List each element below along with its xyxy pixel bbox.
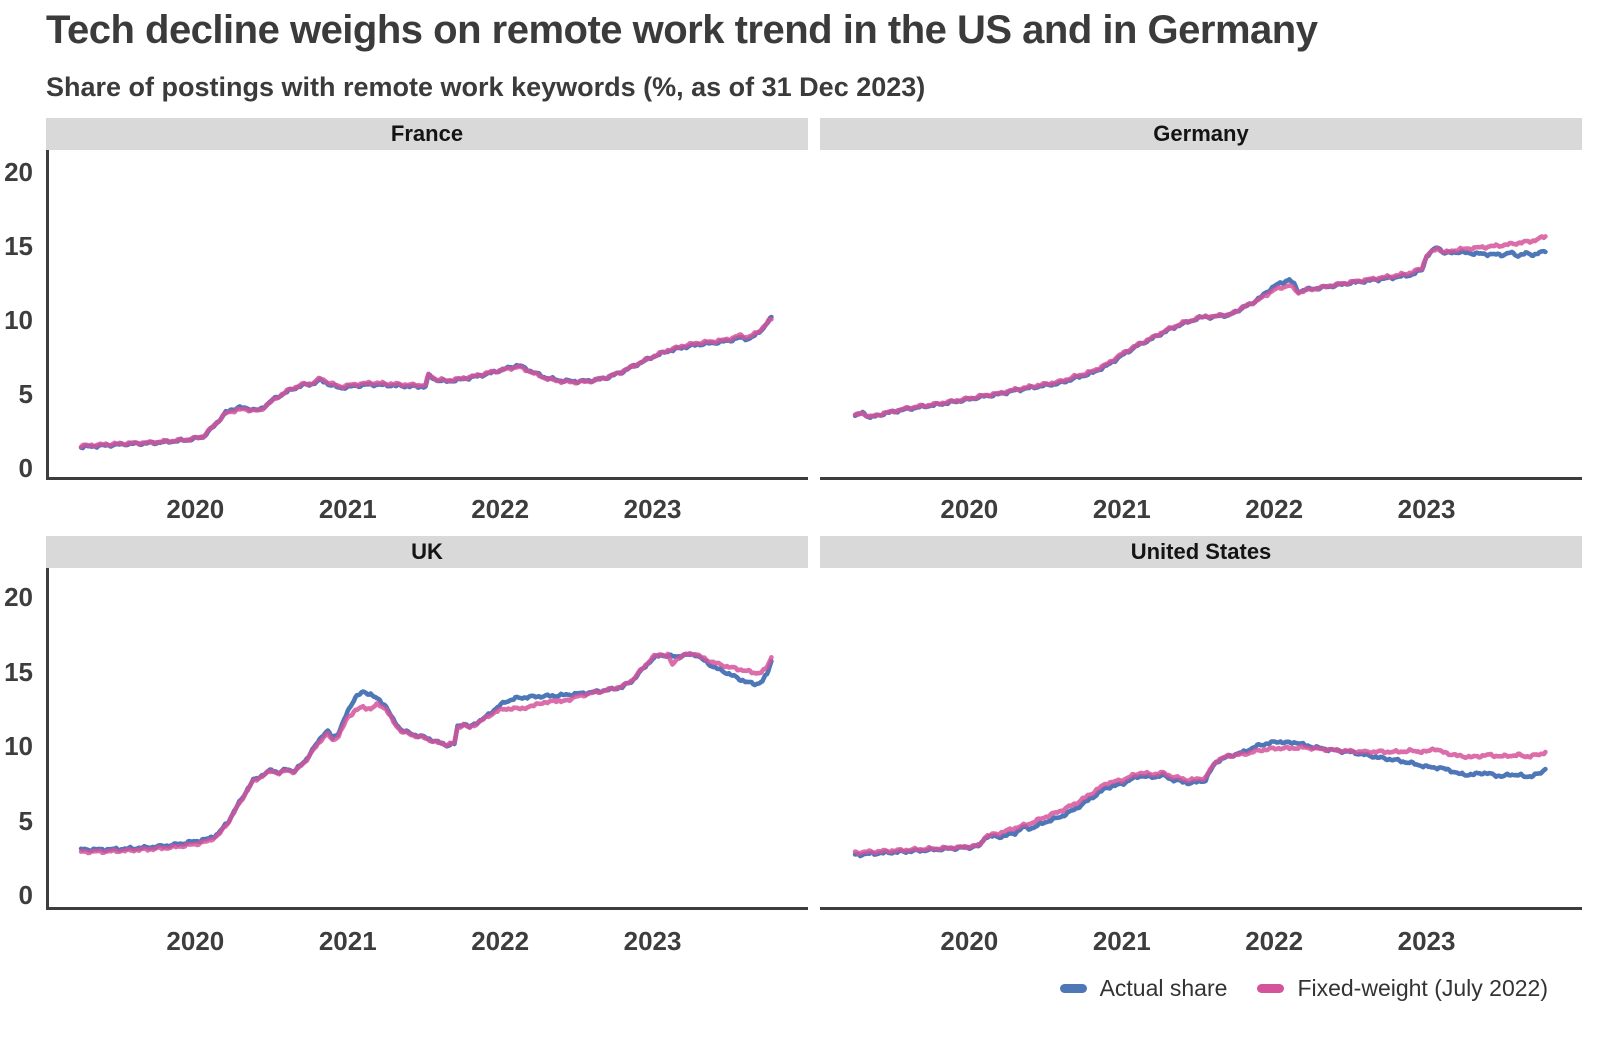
fixed-weight-line <box>852 743 1548 857</box>
x-tick-label: 2022 <box>1245 926 1304 956</box>
legend-label-fixed-weight: Fixed-weight (July 2022) <box>1297 974 1548 1001</box>
fixed-weight-line <box>78 317 774 450</box>
facet-title-uk: UK <box>411 539 443 564</box>
x-tick-label: 2023 <box>623 494 682 524</box>
facet-strip-france: France <box>46 118 808 150</box>
x-tick-label: 2020 <box>940 494 999 524</box>
x-tick-label: 2021 <box>1092 494 1151 524</box>
x-tick-label: 2021 <box>318 494 377 524</box>
x-tick-label: 2020 <box>166 926 225 956</box>
x-axis-labels-uk: 2020 2021 2022 2023 <box>46 912 808 960</box>
legend-item-actual-share: Actual share <box>1059 974 1228 1002</box>
y-tick-label: 10 <box>4 305 33 335</box>
actual-share-line <box>852 245 1548 420</box>
y-axis-labels-bottom-row: 20 15 10 5 0 <box>0 568 40 912</box>
panel-germany <box>820 150 1582 480</box>
panel-united-states <box>820 568 1582 912</box>
fixed-weight-line <box>852 234 1548 419</box>
y-tick-label: 0 <box>18 453 33 483</box>
legend-item-fixed-weight: Fixed-weight (July 2022) <box>1257 975 1548 1002</box>
y-tick-label: 10 <box>4 731 33 761</box>
facet-strip-uk: UK <box>46 536 808 568</box>
fixed-weight-line <box>78 650 774 856</box>
actual-share-line <box>852 739 1548 859</box>
actual-share-line <box>78 651 774 854</box>
y-tick-label: 20 <box>4 157 33 187</box>
legend-label-actual-share: Actual share <box>1099 974 1228 1001</box>
x-tick-label: 2023 <box>623 926 682 956</box>
panel-canvas <box>820 234 1582 480</box>
facet-title-united-states: United States <box>1130 539 1272 564</box>
facet-title-france: France <box>390 121 464 146</box>
x-tick-label: 2022 <box>471 926 530 956</box>
x-tick-label: 2020 <box>166 494 225 524</box>
legend-swatch-actual-share-icon <box>1059 983 1087 993</box>
page-subtitle: Share of postings with remote work keywo… <box>46 72 926 102</box>
panel-uk <box>46 568 808 912</box>
y-tick-label: 0 <box>18 880 33 910</box>
legend-swatch-fixed-weight-icon <box>1257 983 1285 993</box>
y-tick-label: 20 <box>4 582 33 612</box>
x-tick-label: 2021 <box>1092 926 1151 956</box>
y-axis-labels-top-row: 20 15 10 5 0 <box>0 150 40 483</box>
panel-canvas <box>46 568 808 910</box>
y-tick-label: 5 <box>18 379 33 409</box>
y-tick-label: 15 <box>4 656 33 687</box>
facet-strip-united-states: United States <box>820 536 1582 568</box>
x-tick-label: 2022 <box>471 494 530 524</box>
y-tick-label: 15 <box>4 231 33 261</box>
panel-france <box>46 150 808 480</box>
x-tick-label: 2023 <box>1397 926 1456 956</box>
x-axis-labels-france: 2020 2021 2022 2023 <box>46 480 808 528</box>
x-tick-label: 2023 <box>1397 494 1456 524</box>
x-axis-labels-united-states: 2020 2021 2022 2023 <box>820 912 1582 960</box>
y-tick-label: 5 <box>18 805 33 836</box>
page-title: Tech decline weighs on remote work trend… <box>46 8 1318 52</box>
facet-title-germany: Germany <box>1153 121 1249 146</box>
panel-canvas <box>46 150 808 480</box>
x-tick-label: 2020 <box>940 926 999 956</box>
x-tick-label: 2022 <box>1245 494 1304 524</box>
x-tick-label: 2021 <box>318 926 377 956</box>
x-axis-labels-germany: 2020 2021 2022 2023 <box>820 480 1582 528</box>
facet-strip-germany: Germany <box>820 118 1582 150</box>
panel-canvas <box>820 739 1582 910</box>
legend: Actual share Fixed-weight (July 2022) <box>1059 966 1548 1010</box>
